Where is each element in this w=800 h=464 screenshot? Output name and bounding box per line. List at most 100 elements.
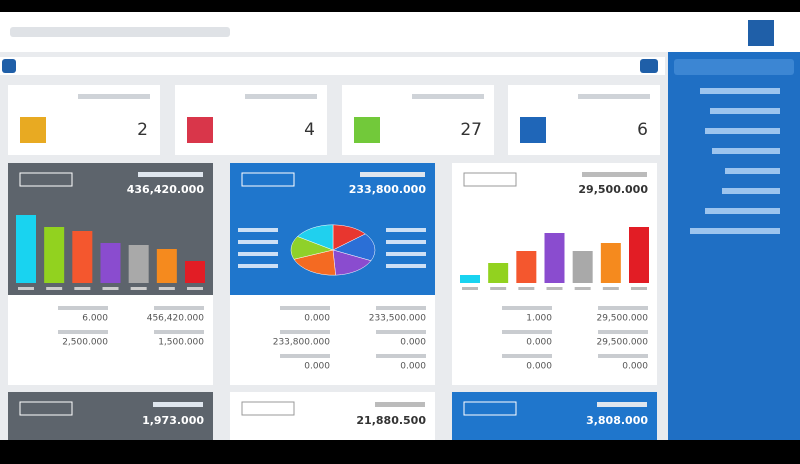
menu — [690, 88, 780, 234]
bar — [185, 261, 205, 283]
panel-total: 233,800.000 — [349, 183, 427, 196]
stat-icon — [520, 117, 546, 143]
bar — [100, 243, 121, 283]
stat-label — [502, 354, 552, 358]
panel-label — [582, 172, 647, 177]
card-label — [412, 94, 484, 99]
panel-button[interactable] — [19, 172, 73, 187]
bottom-card — [230, 392, 435, 440]
menu-item[interactable] — [722, 188, 780, 194]
legend-entry — [386, 264, 426, 268]
stat-text: 0.000 — [304, 314, 330, 324]
stat-text: 1.000 — [526, 314, 552, 324]
bar-label — [18, 287, 34, 290]
frame-bottom — [0, 440, 800, 460]
menu-item[interactable] — [690, 228, 780, 234]
legend-entry — [386, 240, 426, 244]
card-label — [245, 94, 317, 99]
logo[interactable] — [748, 20, 774, 46]
stat-value: 27 — [460, 120, 482, 140]
menu-item[interactable] — [705, 208, 780, 214]
panel-label — [360, 172, 425, 177]
stat-text: 29,500.000 — [596, 314, 648, 324]
bar — [460, 275, 480, 283]
pie-slice — [293, 249, 336, 276]
bottom-total: 3,808.000 — [586, 414, 648, 427]
bar-label — [462, 287, 478, 290]
panel-total: 29,500.000 — [578, 183, 648, 196]
bottom-card — [8, 392, 213, 440]
bar-label — [46, 287, 63, 290]
sidebar — [668, 52, 800, 440]
stat-text: 0.000 — [400, 362, 426, 372]
pie-slice — [297, 224, 334, 251]
bar-label — [187, 287, 203, 290]
bottom-card — [452, 392, 657, 440]
stat-text: 29,500.000 — [596, 338, 648, 348]
home-icon[interactable] — [640, 59, 658, 73]
legend-entry — [386, 252, 426, 256]
menu-item[interactable] — [700, 88, 780, 94]
card-label — [578, 94, 650, 99]
stat-text: 1,500.000 — [158, 338, 204, 348]
bar-label — [631, 287, 647, 290]
menu-toggle[interactable] — [2, 59, 16, 73]
stat-text: 0.000 — [526, 362, 552, 372]
stat-text: 0.000 — [526, 338, 552, 348]
bar — [16, 215, 36, 283]
stat-value: 6 — [637, 120, 648, 140]
panel-button[interactable] — [463, 401, 517, 416]
bar — [572, 251, 593, 283]
stat-text: 0.000 — [304, 362, 330, 372]
bar-label — [130, 287, 147, 290]
stat-text: 0.000 — [400, 338, 426, 348]
menu-item[interactable] — [712, 148, 780, 154]
stat-icon — [20, 117, 46, 143]
stat-label — [502, 306, 552, 310]
stat-value: 2 — [137, 120, 148, 140]
bar-label — [602, 287, 619, 290]
bar-label — [574, 287, 591, 290]
toolbar[interactable] — [10, 27, 230, 37]
breadcrumb-bar — [0, 57, 665, 75]
legend-entry — [238, 264, 278, 268]
panel-label — [153, 402, 203, 407]
panel-total: 436,420.000 — [127, 183, 205, 196]
panel-label — [138, 172, 203, 177]
bar — [600, 243, 621, 283]
stat-text: 6.000 — [82, 314, 108, 324]
stat-label — [280, 306, 330, 310]
stat-label — [58, 306, 108, 310]
menu-item[interactable] — [705, 128, 780, 134]
stat-label — [598, 330, 648, 334]
stat-icon — [187, 117, 213, 143]
stat-text: 233,800.000 — [273, 338, 331, 348]
bar — [516, 251, 537, 283]
stat-label — [376, 330, 426, 334]
bottom-total: 21,880.500 — [356, 414, 426, 427]
bar-label — [74, 287, 91, 290]
legend-entry — [238, 252, 278, 256]
stat-label — [376, 354, 426, 358]
panel-button[interactable] — [241, 172, 295, 187]
stat-label — [280, 354, 330, 358]
bar-label — [490, 287, 507, 290]
stat-label — [598, 354, 648, 358]
bar-label — [546, 287, 563, 290]
panel-label — [597, 402, 647, 407]
stat-label — [502, 330, 552, 334]
search-box[interactable] — [674, 59, 794, 75]
bar — [128, 245, 149, 283]
bar — [156, 249, 177, 283]
legend-entry — [238, 228, 278, 232]
stat-label — [376, 306, 426, 310]
panel-button[interactable] — [241, 401, 295, 416]
panel-button[interactable] — [19, 401, 73, 416]
stat-icon — [354, 117, 380, 143]
menu-item[interactable] — [725, 168, 780, 174]
stat-value: 4 — [304, 120, 315, 140]
panel-button[interactable] — [463, 172, 517, 187]
menu-item[interactable] — [710, 108, 780, 114]
stat-text: 456,420.000 — [147, 314, 205, 324]
stat-label — [154, 306, 204, 310]
